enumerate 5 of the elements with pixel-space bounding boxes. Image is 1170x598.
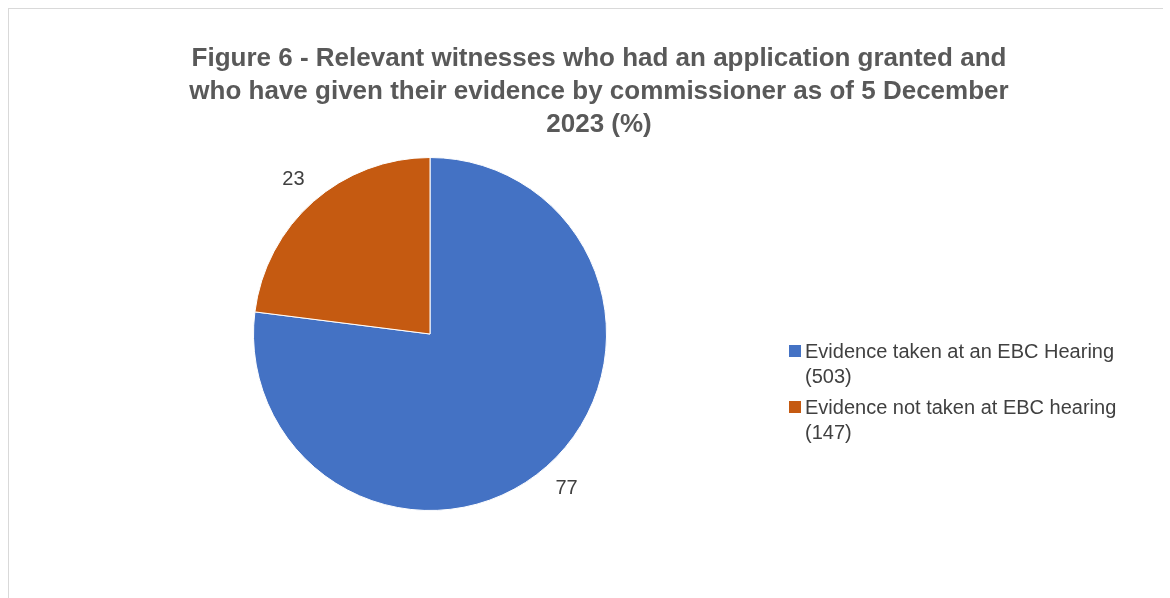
data-label: 23 bbox=[282, 166, 305, 189]
chart-title: Figure 6 - Relevant witnesses who had an application granted and who have given their evidence by commissioner as of 5 December 2023 (%) bbox=[188, 41, 1010, 140]
legend-label: Evidence not taken at EBC hearing (147) bbox=[805, 395, 1118, 445]
legend-label: Evidence taken at an EBC Hearing (503) bbox=[805, 339, 1116, 389]
data-label: 77 bbox=[555, 476, 578, 499]
